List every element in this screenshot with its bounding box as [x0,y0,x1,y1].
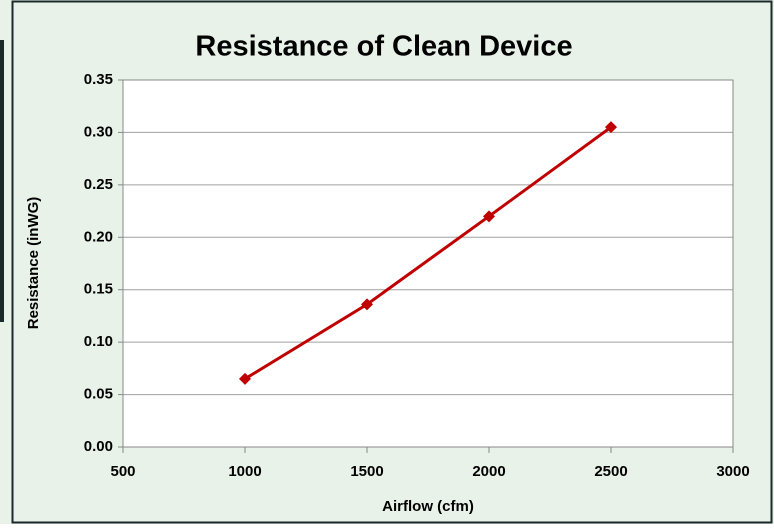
x-axis-label: Airflow (cfm) [382,498,474,515]
x-tick-label: 2500 [594,463,627,480]
x-tick-label: 500 [110,463,135,480]
y-tick-label: 0.20 [84,228,113,245]
chart-title: Resistance of Clean Device [195,31,572,63]
x-tick-label: 3000 [716,463,749,480]
series-line [244,125,612,381]
plot-area [123,80,733,447]
marker [361,298,373,311]
y-tick-label: 0.05 [84,386,113,403]
y-tick-label: 0.30 [84,123,113,140]
marker [605,121,617,134]
y-tick-label: 0.15 [84,281,113,298]
y-tick-label: 0.00 [84,438,113,455]
marker [483,210,495,223]
y-tick-label: 0.25 [84,176,113,193]
x-tick-label: 1000 [228,463,261,480]
y-tick-label: 0.10 [84,333,113,350]
x-tick-label: 1500 [350,463,383,480]
marker [239,372,251,385]
plot-border [122,79,734,448]
left-strip [0,40,4,322]
y-tick-label: 0.35 [84,71,113,88]
frame [11,0,773,524]
x-tick-label: 2000 [472,463,505,480]
y-axis-label: Resistance (inWG) [25,197,42,330]
